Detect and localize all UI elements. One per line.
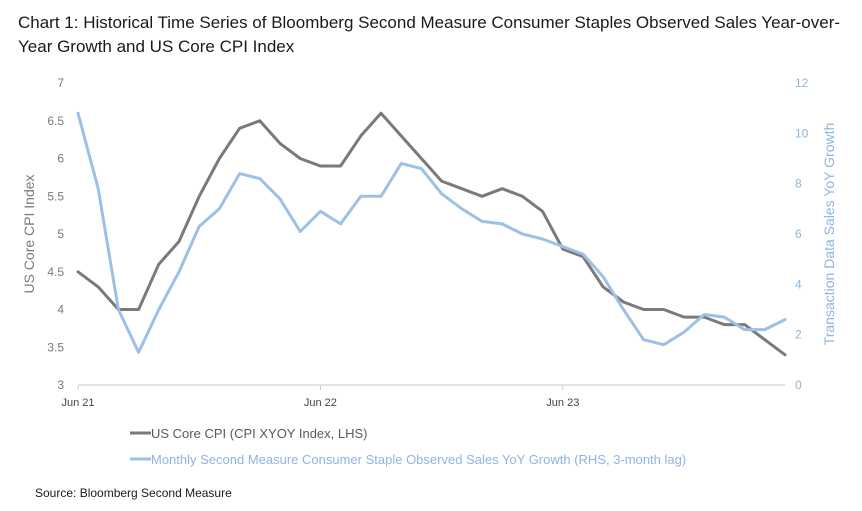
right-tick-label: 4 bbox=[795, 277, 802, 291]
x-tick-label: Jun 23 bbox=[546, 397, 579, 409]
left-tick-label: 6 bbox=[57, 152, 64, 166]
left-axis-ticks: 3 3.5 4 4.5 5 5.5 6 6.5 7 bbox=[47, 76, 64, 392]
left-tick-label: 5.5 bbox=[47, 189, 64, 203]
right-tick-label: 2 bbox=[795, 328, 802, 342]
right-tick-label: 8 bbox=[795, 177, 802, 191]
left-tick-label: 6.5 bbox=[47, 114, 64, 128]
chart-title: Chart 1: Historical Time Series of Bloom… bbox=[18, 13, 841, 56]
x-tick-label: Jun 22 bbox=[304, 397, 337, 409]
left-tick-label: 5 bbox=[57, 227, 64, 241]
left-tick-label: 4.5 bbox=[47, 265, 64, 279]
right-axis-title: Transaction Data Sales YoY Growth bbox=[821, 123, 837, 346]
left-tick-label: 3.5 bbox=[47, 340, 64, 354]
left-tick-label: 4 bbox=[57, 303, 64, 317]
series-line-cpi bbox=[76, 111, 787, 357]
right-tick-label: 10 bbox=[795, 126, 809, 140]
legend-label-cpi: US Core CPI (CPI XYOY Index, LHS) bbox=[151, 426, 368, 441]
legend-label-sales: Monthly Second Measure Consumer Staple O… bbox=[151, 452, 686, 467]
right-tick-label: 12 bbox=[795, 76, 809, 90]
right-tick-label: 6 bbox=[795, 227, 802, 241]
left-tick-label: 7 bbox=[57, 76, 64, 90]
right-tick-label: 0 bbox=[795, 378, 802, 392]
series-line-sales bbox=[76, 111, 787, 354]
legend: US Core CPI (CPI XYOY Index, LHS) Monthl… bbox=[130, 426, 686, 467]
source-note: Source: Bloomberg Second Measure bbox=[35, 486, 232, 500]
left-tick-label: 3 bbox=[57, 378, 64, 392]
x-axis-ticks: Jun 21 Jun 22 Jun 23 bbox=[61, 385, 579, 409]
series-layer bbox=[76, 111, 787, 357]
right-axis-ticks: 0 2 4 6 8 10 12 bbox=[795, 76, 809, 392]
x-tick-label: Jun 21 bbox=[61, 397, 94, 409]
left-axis-title: US Core CPI Index bbox=[21, 174, 37, 293]
